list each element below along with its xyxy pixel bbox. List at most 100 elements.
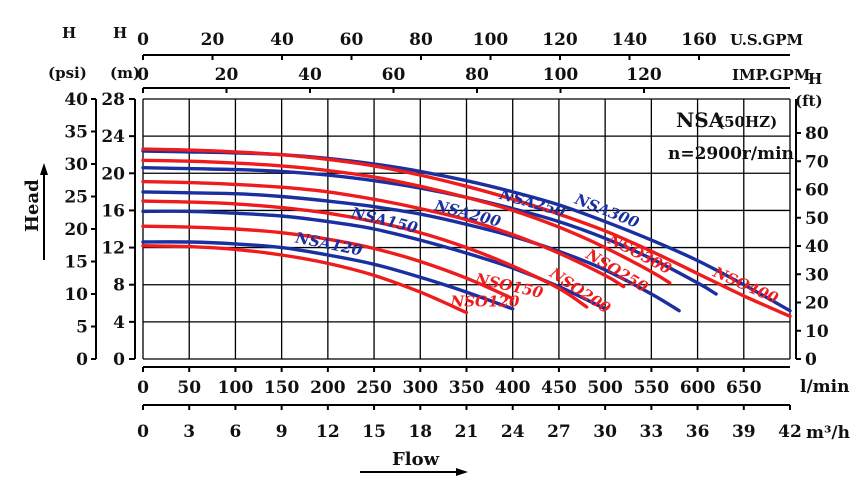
m-axis-unit: (m) — [110, 64, 140, 82]
ft-axis-tick-label: 80 — [805, 124, 829, 144]
lpm-axis-tick-label: 450 — [541, 378, 577, 398]
series-line-nso300 — [141, 158, 672, 285]
us-gpm-unit: U.S.GPM — [730, 31, 803, 49]
ft-axis-tick-label: 60 — [805, 181, 829, 201]
ft-axis-tick-label: 40 — [805, 237, 829, 257]
lpm-axis-tick-label: 550 — [634, 378, 670, 398]
lpm-axis-tick-label: 300 — [403, 378, 439, 398]
series-line-nso200 — [141, 199, 589, 309]
chart-title: NSA — [676, 108, 725, 132]
psi-axis-unit: (psi) — [48, 64, 87, 82]
us-gpm-axis-tick-label: 60 — [340, 30, 364, 50]
lpm-axis-tick-label: 150 — [264, 378, 300, 398]
m-axis-tick-label: 28 — [101, 90, 125, 110]
psi-axis-tick-label: 35 — [64, 123, 88, 143]
psi-axis-tick-label: 40 — [64, 90, 88, 110]
m3h-axis-tick-label: 24 — [501, 422, 525, 442]
us-gpm-axis-tick-label: 0 — [137, 30, 149, 50]
head-axis-label: Head — [22, 179, 43, 232]
lpm-axis-tick-label: 100 — [218, 378, 254, 398]
m-axis-header: H — [113, 24, 127, 42]
axes: 0481216202428051015202530354001020304050… — [64, 30, 829, 442]
m3h-axis-tick-label: 39 — [732, 422, 756, 442]
ft-axis-tick-label: 30 — [805, 265, 829, 285]
m3h-axis-tick-label: 33 — [640, 422, 664, 442]
m-axis-tick-label: 8 — [113, 276, 125, 296]
series-line-nso250 — [141, 179, 626, 289]
us-gpm-axis-tick-label: 160 — [681, 30, 717, 50]
psi-axis-tick-label: 10 — [64, 285, 88, 305]
ft-axis-tick-label: 10 — [805, 322, 829, 342]
us-gpm-axis-tick-label: 140 — [612, 30, 648, 50]
m-axis-tick-label: 4 — [113, 313, 125, 333]
ft-axis-tick-label: 20 — [805, 294, 829, 314]
ft-axis-unit: (ft) — [795, 92, 823, 110]
us-gpm-axis-tick-label: 20 — [201, 30, 225, 50]
m3h-axis-tick-label: 9 — [276, 422, 288, 442]
us-gpm-axis-tick-label: 120 — [542, 30, 578, 50]
m3h-axis-tick-label: 42 — [778, 422, 802, 442]
m3h-unit: m³/h — [806, 423, 850, 443]
chart-title-suffix: (50HZ) — [717, 113, 777, 131]
imp-gpm-unit: IMP.GPM — [732, 66, 810, 84]
lpm-axis-tick-label: 600 — [680, 378, 716, 398]
m-axis-tick-label: 16 — [101, 201, 125, 221]
ft-axis-tick-label: 0 — [805, 350, 817, 370]
series-line-nso120 — [141, 244, 469, 315]
us-gpm-axis-tick-label: 100 — [473, 30, 509, 50]
flow-arrow-head — [456, 468, 468, 476]
psi-axis-tick-label: 30 — [64, 155, 88, 175]
m3h-axis-tick-label: 27 — [547, 422, 571, 442]
us-gpm-axis-tick-label: 40 — [270, 30, 294, 50]
lpm-axis-tick-label: 400 — [495, 378, 531, 398]
m3h-axis-tick-label: 3 — [183, 422, 195, 442]
speed-label: n=2900r/min — [668, 144, 794, 164]
m3h-axis-tick-label: 15 — [362, 422, 386, 442]
m3h-axis-tick-label: 36 — [686, 422, 710, 442]
series-line-nso400 — [141, 147, 792, 318]
flow-axis-label: Flow — [392, 449, 440, 470]
lpm-axis-tick-label: 0 — [137, 378, 149, 398]
lpm-axis-tick-label: 350 — [449, 378, 485, 398]
lpm-unit: l/min — [800, 377, 849, 397]
series-label-nso120: NSO120 — [450, 293, 520, 311]
psi-axis-tick-label: 15 — [64, 253, 88, 273]
series-line-nsa200 — [141, 190, 681, 313]
us-gpm-axis-tick-label: 80 — [409, 30, 433, 50]
m-axis-tick-label: 0 — [113, 350, 125, 370]
imp-gpm-axis-tick-label: 120 — [626, 65, 662, 85]
imp-gpm-axis-tick-label: 20 — [215, 65, 239, 85]
psi-axis-header: H — [62, 24, 76, 42]
lpm-axis-tick-label: 50 — [177, 378, 201, 398]
lpm-axis-tick-label: 200 — [310, 378, 346, 398]
m-axis-tick-label: 20 — [101, 164, 125, 184]
lpm-axis-tick-label: 250 — [356, 378, 392, 398]
psi-axis-tick-label: 5 — [76, 318, 88, 338]
m-axis-tick-label: 24 — [101, 127, 125, 147]
imp-gpm-axis-tick-label: 100 — [543, 65, 579, 85]
imp-gpm-axis-tick-label: 60 — [382, 65, 406, 85]
psi-axis-tick-label: 25 — [64, 188, 88, 208]
m3h-axis-tick-label: 6 — [230, 422, 242, 442]
psi-axis-tick-label: 20 — [64, 220, 88, 240]
ft-axis-header: H — [808, 70, 822, 88]
m3h-axis-tick-label: 18 — [408, 422, 432, 442]
series-line-nso150 — [141, 224, 515, 301]
imp-gpm-axis-tick-label: 40 — [298, 65, 322, 85]
head-arrow-head — [40, 163, 48, 175]
series-curves — [141, 147, 792, 318]
lpm-axis-tick-label: 650 — [726, 378, 762, 398]
imp-gpm-axis-tick-label: 80 — [465, 65, 489, 85]
psi-axis-tick-label: 0 — [76, 350, 88, 370]
lpm-axis-tick-label: 500 — [587, 378, 623, 398]
m3h-axis-tick-label: 12 — [316, 422, 340, 442]
m3h-axis-tick-label: 30 — [593, 422, 617, 442]
ft-axis-tick-label: 70 — [805, 152, 829, 172]
m-axis-tick-label: 12 — [101, 239, 125, 259]
ft-axis-tick-label: 50 — [805, 209, 829, 229]
m3h-axis-tick-label: 21 — [455, 422, 479, 442]
imp-gpm-axis-tick-label: 0 — [137, 65, 149, 85]
grid — [142, 98, 791, 360]
m3h-axis-tick-label: 0 — [137, 422, 149, 442]
